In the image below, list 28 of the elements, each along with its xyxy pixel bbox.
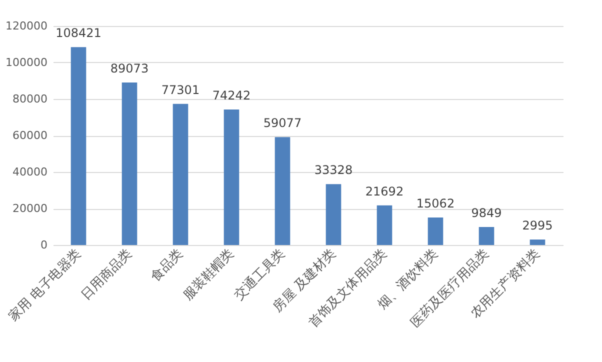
y-tick-label: 60000 xyxy=(12,129,48,142)
y-tick-label: 40000 xyxy=(12,166,48,178)
bar xyxy=(224,110,240,245)
data-label: 74242 xyxy=(212,88,251,103)
bar xyxy=(274,137,290,245)
bar xyxy=(326,184,342,245)
bar xyxy=(122,82,138,245)
data-label: 21692 xyxy=(365,184,404,198)
y-tick-label: 80000 xyxy=(12,92,48,106)
data-label: 108421 xyxy=(56,26,102,40)
y-tick-label: 0 xyxy=(40,238,48,252)
data-label: 2995 xyxy=(522,218,553,233)
y-tick-label: 20000 xyxy=(12,202,48,215)
data-label: 33328 xyxy=(314,163,353,178)
bar xyxy=(428,218,444,245)
y-tick-label: 120000 xyxy=(6,20,48,32)
bar xyxy=(530,240,546,245)
bar xyxy=(478,227,494,245)
data-label: 9849 xyxy=(471,206,502,220)
data-label: 59077 xyxy=(263,116,302,130)
data-label: 89073 xyxy=(110,61,149,76)
data-label: 77301 xyxy=(161,82,200,97)
x-tick-label: 食品类 xyxy=(148,246,186,285)
y-tick-label: 100000 xyxy=(6,56,48,69)
bar xyxy=(376,205,392,245)
bar xyxy=(70,47,86,245)
bar xyxy=(172,104,188,245)
data-label: 15062 xyxy=(416,196,455,211)
